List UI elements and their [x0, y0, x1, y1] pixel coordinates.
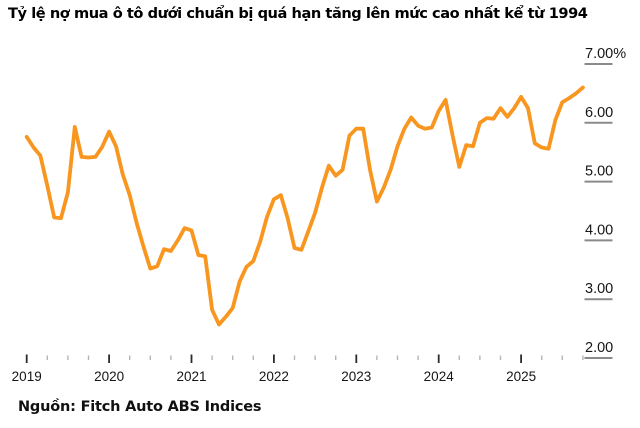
- x-tick-label: 2019: [12, 369, 42, 384]
- x-tick-label: 2023: [341, 369, 371, 384]
- x-tick-label: 2024: [424, 369, 455, 384]
- chart-title: Tỷ lệ nợ mua ô tô dưới chuẩn bị quá hạn …: [8, 5, 588, 22]
- y-tick-label: 5.00: [585, 164, 613, 180]
- y-tick-label: 7.00%: [585, 46, 626, 62]
- x-tick-label: 2021: [176, 369, 206, 384]
- delinquency-rate-line: [24, 85, 585, 327]
- source-note: Nguồn: Fitch Auto ABS Indices: [18, 399, 262, 415]
- x-tick-label: 2022: [259, 369, 289, 384]
- y-tick-label: 2.00: [585, 340, 613, 356]
- x-tick-label: 2020: [94, 369, 124, 384]
- y-tick-label: 6.00: [585, 105, 613, 121]
- x-tick-label: 2025: [506, 369, 536, 384]
- y-tick-label: 4.00: [585, 222, 613, 238]
- y-tick-label: 3.00: [585, 281, 613, 297]
